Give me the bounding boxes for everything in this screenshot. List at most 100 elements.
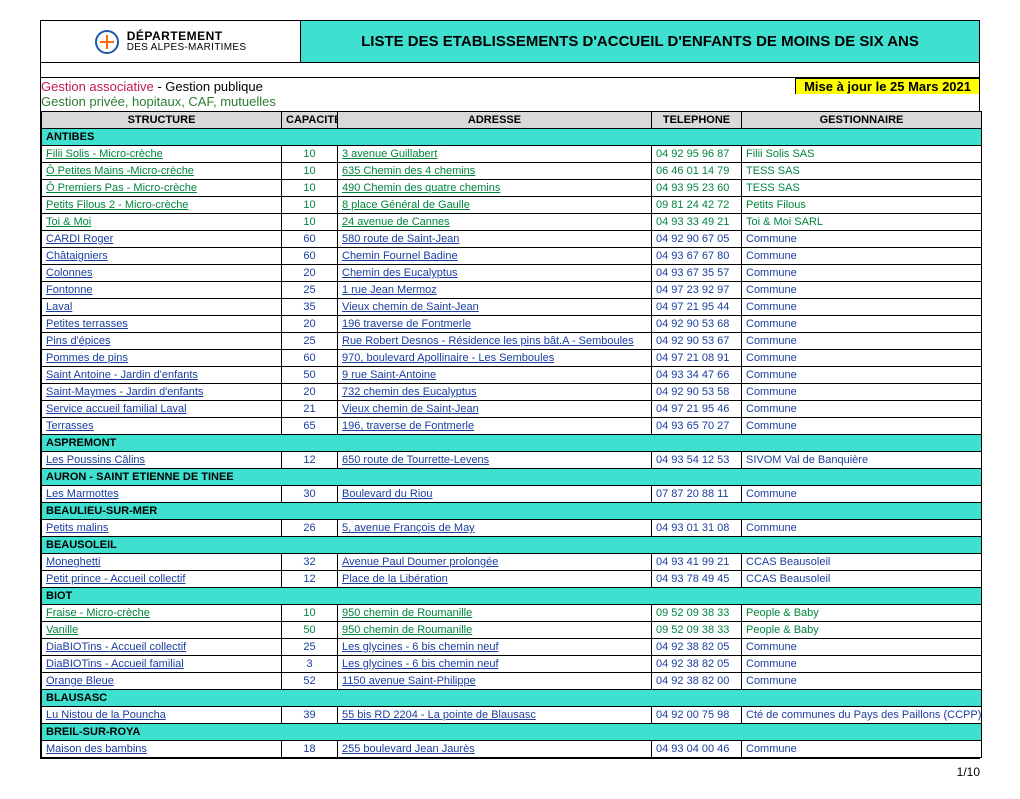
table-header-row: STRUCTURE CAPACITE ADRESSE TELEPHONE GES… — [42, 112, 982, 129]
cell-tel: 04 93 34 47 66 — [652, 367, 742, 384]
section-row: BLAUSASC — [42, 690, 982, 707]
cell-structure: Les Marmottes — [42, 486, 282, 503]
table-row: Petits Filous 2 - Micro-crèche108 place … — [42, 197, 982, 214]
cell-tel: 04 93 67 35 57 — [652, 265, 742, 282]
cell-cap: 35 — [282, 299, 338, 316]
cell-gest: Commune — [742, 333, 982, 350]
cell-structure: Fraise - Micro-crèche — [42, 605, 282, 622]
cell-gest: Commune — [742, 418, 982, 435]
cell-tel: 04 92 95 96 87 — [652, 146, 742, 163]
page-title: LISTE DES ETABLISSEMENTS D'ACCUEIL D'ENF… — [301, 21, 979, 62]
table-row: Vanille50950 chemin de Roumanille09 52 0… — [42, 622, 982, 639]
table-row: Orange Bleue521150 avenue Saint-Philippe… — [42, 673, 982, 690]
cell-tel: 04 93 54 12 53 — [652, 452, 742, 469]
cell-gest: Commune — [742, 401, 982, 418]
cell-cap: 60 — [282, 231, 338, 248]
page-number: 1/10 — [40, 765, 980, 779]
cell-adresse: 196 traverse de Fontmerle — [338, 316, 652, 333]
cell-tel: 09 52 09 38 33 — [652, 622, 742, 639]
cell-adresse: 1150 avenue Saint-Philippe — [338, 673, 652, 690]
cell-gest: Commune — [742, 299, 982, 316]
cell-cap: 3 — [282, 656, 338, 673]
cell-tel: 04 93 01 31 08 — [652, 520, 742, 537]
cell-structure: Terrasses — [42, 418, 282, 435]
cell-gest: People & Baby — [742, 605, 982, 622]
cell-structure: CARDI Roger — [42, 231, 282, 248]
cell-structure: Orange Bleue — [42, 673, 282, 690]
table-row: Laval35Vieux chemin de Saint-Jean04 97 2… — [42, 299, 982, 316]
cell-cap: 50 — [282, 622, 338, 639]
cell-adresse: Vieux chemin de Saint-Jean — [338, 299, 652, 316]
cell-cap: 10 — [282, 197, 338, 214]
department-logo-icon — [95, 30, 119, 54]
cell-structure: Saint Antoine - Jardin d'enfants — [42, 367, 282, 384]
cell-gest: Commune — [742, 282, 982, 299]
section-row: BIOT — [42, 588, 982, 605]
cell-structure: Maison des bambins — [42, 741, 282, 758]
cell-adresse: 635 Chemin des 4 chemins — [338, 163, 652, 180]
section-row: BEAUSOLEIL — [42, 537, 982, 554]
cell-gest: Petits Filous — [742, 197, 982, 214]
table-row: Moneghetti32Avenue Paul Doumer prolongée… — [42, 554, 982, 571]
cell-structure: Ô Petites Mains -Micro-crèche — [42, 163, 282, 180]
section-name: ANTIBES — [42, 129, 982, 146]
table-row: Terrasses65196, traverse de Fontmerle04 … — [42, 418, 982, 435]
cell-tel: 04 93 65 70 27 — [652, 418, 742, 435]
cell-structure: Moneghetti — [42, 554, 282, 571]
cell-tel: 04 92 38 82 05 — [652, 639, 742, 656]
page-container: DÉPARTEMENT DES ALPES-MARITIMES LISTE DE… — [40, 20, 980, 779]
section-name: BLAUSASC — [42, 690, 982, 707]
cell-cap: 20 — [282, 384, 338, 401]
cell-adresse: Les glycines - 6 bis chemin neuf — [338, 639, 652, 656]
col-adresse: ADRESSE — [338, 112, 652, 129]
legend-row-1: Gestion associative - Gestion publique M… — [41, 78, 979, 94]
table-row: Petits malins265, avenue François de May… — [42, 520, 982, 537]
cell-gest: SIVOM Val de Banquière — [742, 452, 982, 469]
cell-adresse: 650 route de Tourrette-Levens — [338, 452, 652, 469]
cell-gest: Commune — [742, 367, 982, 384]
cell-gest: Commune — [742, 265, 982, 282]
cell-gest: Commune — [742, 316, 982, 333]
section-name: AURON - SAINT ETIENNE DE TINEE — [42, 469, 982, 486]
cell-structure: DiaBIOTins - Accueil collectif — [42, 639, 282, 656]
cell-structure: Saint-Maymes - Jardin d'enfants — [42, 384, 282, 401]
cell-structure: Toi & Moi — [42, 214, 282, 231]
cell-tel: 04 92 38 82 05 — [652, 656, 742, 673]
cell-adresse: 255 boulevard Jean Jaurès — [338, 741, 652, 758]
table-row: Toi & Moi1024 avenue de Cannes04 93 33 4… — [42, 214, 982, 231]
table-row: Les Marmottes30Boulevard du Riou07 87 20… — [42, 486, 982, 503]
cell-cap: 12 — [282, 571, 338, 588]
table-row: CARDI Roger60580 route de Saint-Jean04 9… — [42, 231, 982, 248]
cell-tel: 04 97 21 95 46 — [652, 401, 742, 418]
header-row: DÉPARTEMENT DES ALPES-MARITIMES LISTE DE… — [41, 21, 979, 63]
table-row: Ô Premiers Pas - Micro-crèche10490 Chemi… — [42, 180, 982, 197]
cell-gest: Commune — [742, 639, 982, 656]
cell-tel: 04 92 38 82 00 — [652, 673, 742, 690]
cell-cap: 18 — [282, 741, 338, 758]
cell-structure: Pommes de pins — [42, 350, 282, 367]
table-row: Les Poussins Câlins12650 route de Tourre… — [42, 452, 982, 469]
cell-adresse: Rue Robert Desnos - Résidence les pins b… — [338, 333, 652, 350]
cell-cap: 12 — [282, 452, 338, 469]
cell-adresse: 3 avenue Guillabert — [338, 146, 652, 163]
cell-cap: 25 — [282, 333, 338, 350]
cell-gest: CCAS Beausoleil — [742, 571, 982, 588]
table-row: Maison des bambins18255 boulevard Jean J… — [42, 741, 982, 758]
cell-adresse: 5, avenue François de May — [338, 520, 652, 537]
section-row: BEAULIEU-SUR-MER — [42, 503, 982, 520]
cell-cap: 21 — [282, 401, 338, 418]
cell-structure: Petites terrasses — [42, 316, 282, 333]
cell-tel: 04 92 90 53 68 — [652, 316, 742, 333]
cell-tel: 04 97 21 08 91 — [652, 350, 742, 367]
section-name: BIOT — [42, 588, 982, 605]
cell-cap: 60 — [282, 350, 338, 367]
cell-gest: Commune — [742, 486, 982, 503]
col-telephone: TELEPHONE — [652, 112, 742, 129]
legend-public: - Gestion publique — [154, 79, 263, 94]
table-row: Service accueil familial Laval21Vieux ch… — [42, 401, 982, 418]
table-row: Pommes de pins60 970, boulevard Apollina… — [42, 350, 982, 367]
table-row: DiaBIOTins - Accueil familial3Les glycin… — [42, 656, 982, 673]
section-row: BREIL-SUR-ROYA — [42, 724, 982, 741]
cell-cap: 52 — [282, 673, 338, 690]
cell-tel: 04 93 67 67 80 — [652, 248, 742, 265]
